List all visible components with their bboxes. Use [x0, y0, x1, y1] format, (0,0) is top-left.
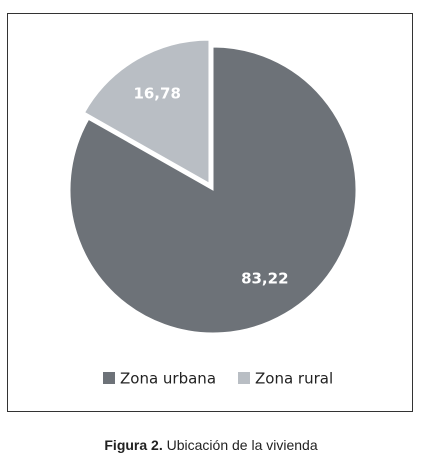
legend-swatch	[103, 372, 115, 384]
pie-slice	[69, 46, 357, 334]
chart-frame	[7, 13, 413, 412]
caption-label: Figura 2.	[104, 437, 162, 453]
legend-label: Zona rural	[255, 370, 333, 388]
data-label: 16,78	[133, 85, 180, 103]
caption: Figura 2. Ubicación de la vivienda	[104, 437, 317, 453]
legend-swatch	[238, 372, 250, 384]
legend-label: Zona urbana	[120, 370, 216, 388]
data-label: 83,22	[241, 269, 288, 287]
pie-slice	[83, 39, 210, 184]
caption-text: Ubicación de la vivienda	[167, 437, 318, 453]
